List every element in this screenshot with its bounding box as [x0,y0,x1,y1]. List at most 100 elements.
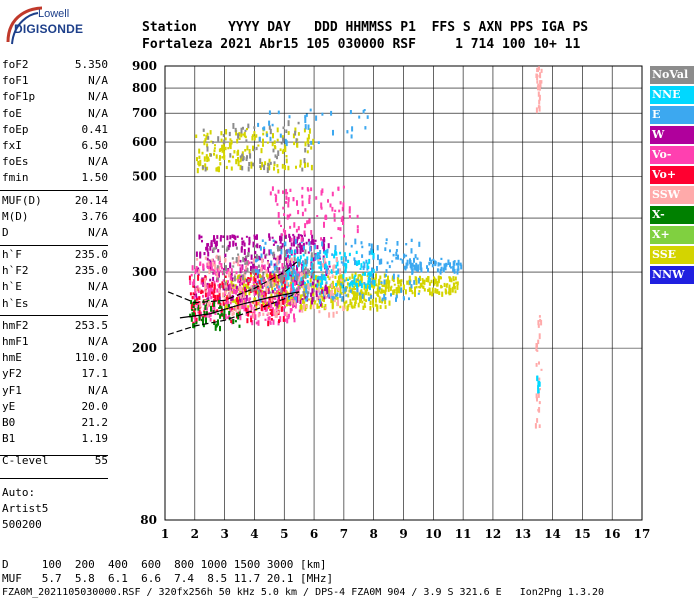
x-tick-label: 11 [455,527,472,541]
echo-point [540,368,543,371]
echo-point [374,297,377,303]
echo-point [248,291,251,296]
echo-point [290,242,293,247]
echo-point [274,275,277,280]
echo-point [326,265,329,271]
echo-point [217,312,220,315]
echo-point [280,142,283,145]
echo-point [325,215,328,220]
echo-point [233,288,236,294]
echo-point [362,292,365,299]
echo-point [289,247,292,253]
echo-point [236,138,239,144]
echo-point [214,294,217,301]
echo-point [356,288,359,292]
echo-point [244,271,247,275]
echo-point [233,234,236,239]
echo-point [243,306,246,311]
echo-point [254,268,257,274]
echo-point [316,215,319,217]
echo-point [235,285,238,292]
echo-point [455,281,458,285]
echo-point [275,312,278,318]
echo-point [320,206,323,210]
echo-point [381,299,384,304]
echo-point [384,286,387,292]
echo-point [228,313,231,319]
echo-point [389,287,392,291]
echo-point [232,311,235,316]
echo-point [216,288,219,293]
echo-point [358,260,360,265]
echo-point [222,287,225,291]
echo-point [260,305,263,311]
echo-point [293,313,295,319]
echo-point [228,131,231,137]
echo-point [300,303,303,309]
echo-point [210,286,213,291]
echo-point [354,274,357,277]
echo-point [351,297,354,301]
echo-point [255,266,257,271]
echo-point [197,272,200,276]
echo-point [359,290,362,293]
echo-point [346,305,349,312]
echo-point [354,260,356,266]
echo-point [336,280,339,286]
echo-point [345,294,348,297]
echo-point [301,200,304,207]
echo-point [284,283,287,290]
echo-point [321,287,324,292]
echo-point [203,252,206,256]
echo-point [305,113,308,117]
echo-point [284,272,287,276]
echo-point [235,306,238,312]
profile-trace [167,259,300,304]
echo-point [370,294,373,299]
echo-point [230,139,233,145]
echo-point [264,291,267,297]
echo-point [259,167,262,170]
echo-point [262,272,265,276]
echo-point [363,302,366,308]
echo-point [207,136,210,140]
echo-point [387,283,390,288]
echo-point [333,286,335,289]
echo-point [227,271,230,278]
echo-point [413,257,415,263]
echo-point [194,317,197,323]
echo-point [327,199,329,203]
echo-point [276,275,279,280]
echo-point [266,133,269,138]
echo-point [267,320,270,327]
echo-point [282,270,285,275]
echo-point [301,272,303,277]
echo-point [208,301,211,305]
echo-point [255,321,258,325]
echo-point [249,153,252,159]
echo-point [310,271,313,276]
echo-point [224,253,227,258]
echo-point [256,273,259,279]
echo-point [317,281,320,287]
echo-point [405,243,408,246]
echo-point [242,292,245,296]
echo-point [348,252,351,257]
echo-point [270,309,273,314]
echo-point [230,272,233,277]
echo-point [313,274,316,280]
echo-point [269,273,272,279]
y-tick-label: 300 [132,265,157,279]
echo-point [303,128,306,133]
echo-point [303,158,306,164]
echo-point [299,281,302,284]
echo-point [225,129,228,135]
echo-point [376,304,379,310]
echo-point [195,317,198,323]
echo-point [236,151,239,156]
echo-point [197,307,200,311]
echo-point [315,294,318,298]
echo-point [195,134,198,138]
echo-point [301,247,304,253]
echo-point [361,245,364,249]
